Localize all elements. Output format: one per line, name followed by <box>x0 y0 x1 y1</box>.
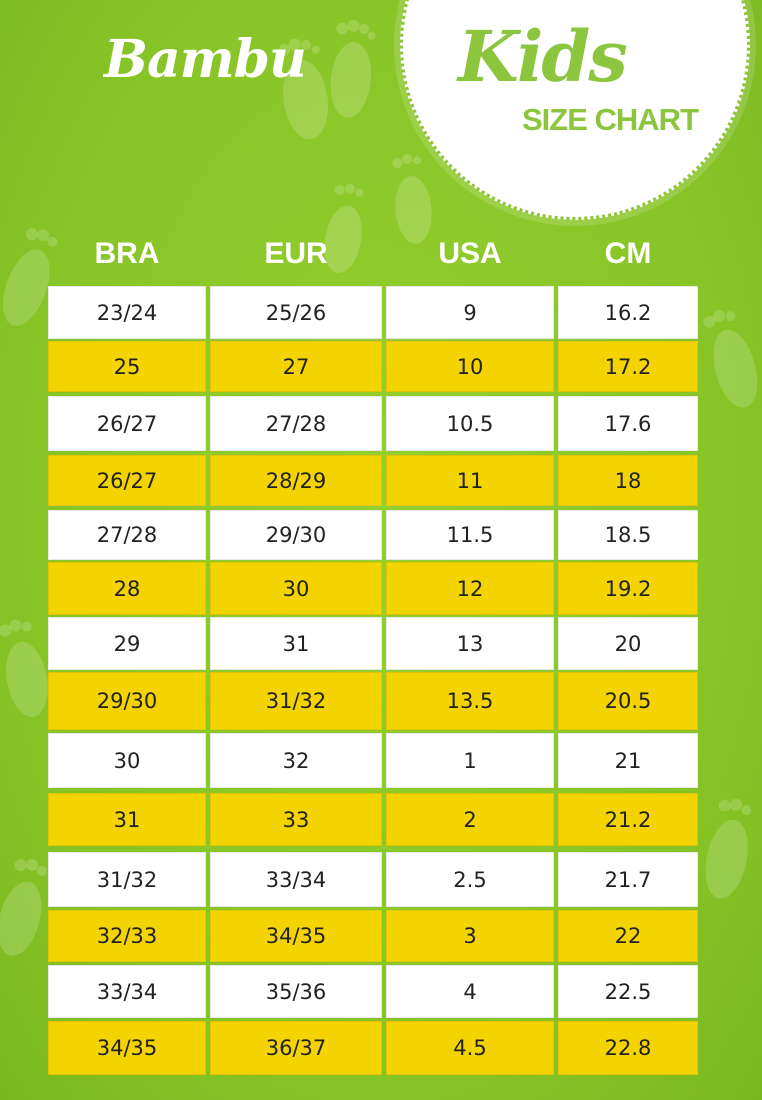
table-cell-eur: 30 <box>210 562 382 615</box>
table-cell-usa: 10 <box>386 341 554 392</box>
table-cell-cm: 22.8 <box>558 1021 698 1075</box>
brand-logo: Bambu <box>104 29 307 90</box>
footprint-icon <box>703 310 758 408</box>
table-cell-cm: 21 <box>558 733 698 788</box>
table-cell-cm: 18.5 <box>558 510 698 560</box>
footprint-icon <box>330 19 376 118</box>
column-header-eur: EUR <box>264 237 328 270</box>
table-cell-bra: 31/32 <box>48 852 206 907</box>
table-cell-eur: 34/35 <box>210 910 382 962</box>
table-cell-bra: 23/24 <box>48 286 206 339</box>
table-cell-cm: 21.2 <box>558 793 698 846</box>
table-cell-eur: 28/29 <box>210 455 382 506</box>
footprint-icon <box>705 798 752 899</box>
table-cell-eur: 27 <box>210 341 382 392</box>
table-cell-usa: 12 <box>386 562 554 615</box>
table-cell-usa: 13 <box>386 617 554 670</box>
table-cell-cm: 16.2 <box>558 286 698 339</box>
table-cell-bra: 29 <box>48 617 206 670</box>
table-cell-usa: 9 <box>386 286 554 339</box>
table-cell-bra: 27/28 <box>48 510 206 560</box>
table-cell-eur: 31 <box>210 617 382 670</box>
column-header-usa: USA <box>438 237 502 270</box>
table-cell-bra: 25 <box>48 341 206 392</box>
table-cell-cm: 17.6 <box>558 396 698 451</box>
table-cell-eur: 33/34 <box>210 852 382 907</box>
badge-title: Kids <box>458 15 628 98</box>
column-header-cm: CM <box>604 237 652 270</box>
footprint-icon <box>392 154 432 244</box>
table-cell-bra: 31 <box>48 793 206 846</box>
table-cell-usa: 2 <box>386 793 554 846</box>
table-cell-usa: 11.5 <box>386 510 554 560</box>
footprint-icon <box>3 228 58 326</box>
table-cell-bra: 34/35 <box>48 1021 206 1075</box>
table-cell-usa: 11 <box>386 455 554 506</box>
table-cell-bra: 26/27 <box>48 396 206 451</box>
table-cell-eur: 27/28 <box>210 396 382 451</box>
table-cell-eur: 33 <box>210 793 382 846</box>
table-cell-cm: 22.5 <box>558 965 698 1018</box>
table-cell-usa: 4.5 <box>386 1021 554 1075</box>
table-cell-eur: 31/32 <box>210 672 382 730</box>
badge-subtitle: SIZE CHART <box>522 102 699 137</box>
footprint-icon <box>0 858 47 956</box>
table-cell-cm: 19.2 <box>558 562 698 615</box>
table-cell-eur: 32 <box>210 733 382 788</box>
footprint-icon <box>0 619 48 717</box>
table-cell-cm: 20 <box>558 617 698 670</box>
table-cell-bra: 33/34 <box>48 965 206 1018</box>
table-cell-bra: 30 <box>48 733 206 788</box>
table-cell-bra: 28 <box>48 562 206 615</box>
table-cell-cm: 17.2 <box>558 341 698 392</box>
table-cell-usa: 13.5 <box>386 672 554 730</box>
table-cell-cm: 20.5 <box>558 672 698 730</box>
table-cell-bra: 32/33 <box>48 910 206 962</box>
table-cell-usa: 2.5 <box>386 852 554 907</box>
table-cell-eur: 36/37 <box>210 1021 382 1075</box>
footprint-icon <box>324 183 364 274</box>
table-cell-usa: 3 <box>386 910 554 962</box>
footprint-icon <box>278 38 329 140</box>
table-cell-eur: 29/30 <box>210 510 382 560</box>
table-cell-bra: 29/30 <box>48 672 206 730</box>
table-cell-usa: 10.5 <box>386 396 554 451</box>
table-cell-cm: 18 <box>558 455 698 506</box>
table-cell-usa: 4 <box>386 965 554 1018</box>
table-cell-eur: 35/36 <box>210 965 382 1018</box>
table-cell-eur: 25/26 <box>210 286 382 339</box>
table-cell-bra: 26/27 <box>48 455 206 506</box>
column-header-bra: BRA <box>94 237 160 270</box>
table-cell-usa: 1 <box>386 733 554 788</box>
table-cell-cm: 21.7 <box>558 852 698 907</box>
table-cell-cm: 22 <box>558 910 698 962</box>
